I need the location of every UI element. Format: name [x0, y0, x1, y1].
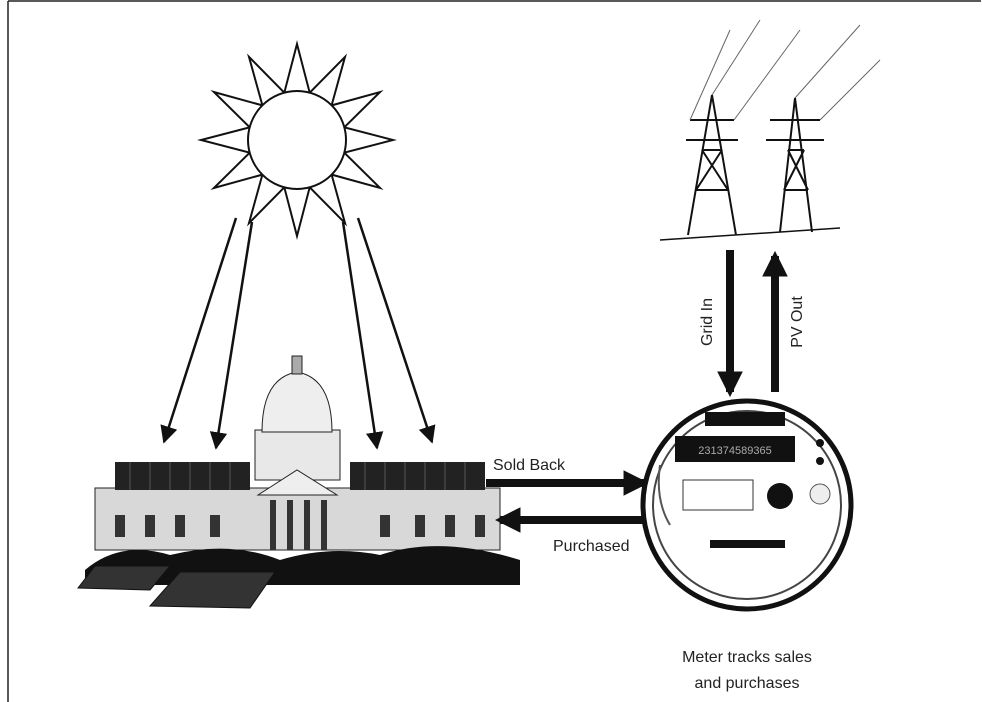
purchased-label: Purchased: [553, 538, 630, 555]
sun: [197, 40, 397, 240]
electric-meter: 231374589365: [640, 398, 854, 612]
sold-back-label: Sold Back: [493, 457, 566, 474]
power-towers: [659, 19, 881, 241]
meter-caption: Meter tracks sales: [682, 649, 812, 666]
sunlight-arrows: [160, 217, 436, 450]
meter-display: 231374589365: [698, 445, 771, 457]
grid-in-label: Grid In: [699, 298, 716, 346]
meter-caption: and purchases: [695, 675, 800, 692]
capitol-building: [77, 355, 520, 609]
pv-out-label: PV Out: [789, 296, 806, 348]
